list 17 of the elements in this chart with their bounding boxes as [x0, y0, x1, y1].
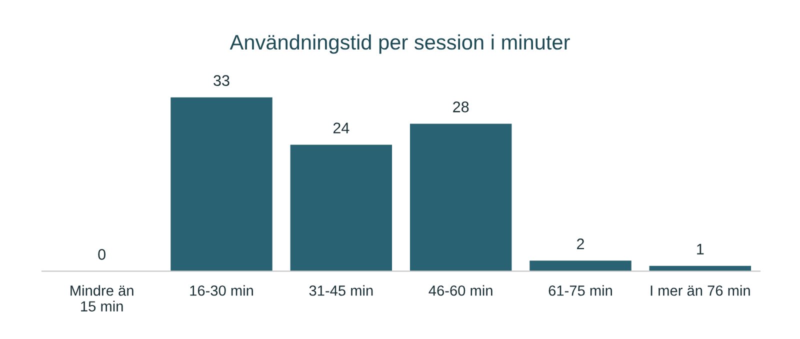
chart-title: Användningstid per session i minuter — [230, 34, 570, 54]
data-label: 33 — [214, 75, 230, 86]
x-tick-label: 16-30 min — [190, 285, 253, 296]
bar — [410, 124, 512, 272]
data-label: 0 — [98, 249, 106, 260]
x-tick-label: 61-75 min — [548, 285, 612, 296]
data-label: 1 — [697, 244, 704, 254]
x-tick-label: 31-45 min — [309, 285, 373, 296]
x-tick-label: 46-60 min — [428, 285, 492, 296]
x-tick-label: I mer än 76 min — [650, 285, 750, 296]
data-label: 2 — [577, 238, 584, 250]
bar — [170, 97, 272, 272]
bar — [290, 144, 392, 272]
data-label: 24 — [333, 122, 350, 134]
data-label: 28 — [453, 102, 469, 112]
bar — [530, 260, 632, 272]
x-tick-label: Mindre än 15 min — [70, 285, 134, 312]
